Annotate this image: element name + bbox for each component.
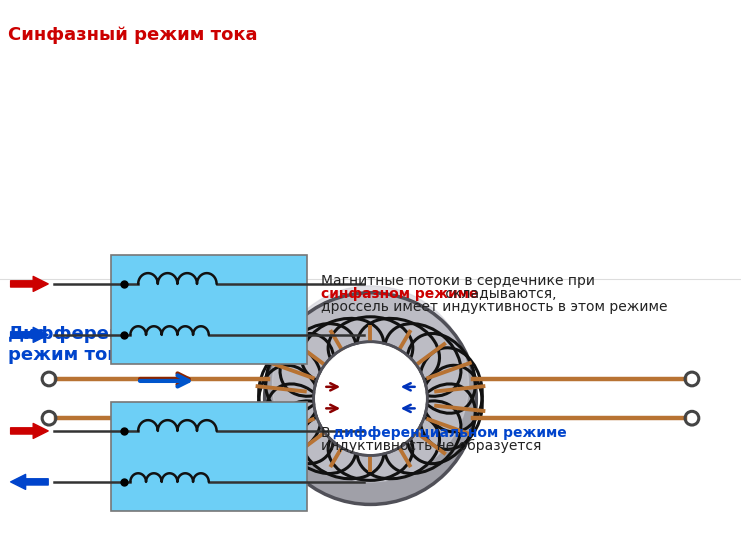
Bar: [110, 401, 307, 511]
Text: В: В: [321, 426, 336, 440]
Circle shape: [315, 344, 426, 453]
Bar: [110, 254, 307, 364]
Text: индуктивность не образуется: индуктивность не образуется: [321, 439, 542, 453]
Circle shape: [272, 286, 469, 482]
Circle shape: [265, 293, 476, 504]
Text: Синфазный режим тока: Синфазный режим тока: [8, 26, 257, 44]
Text: дифференциальном режиме: дифференциальном режиме: [333, 426, 567, 440]
Text: складываются,: складываются,: [441, 287, 556, 301]
Text: Дифференциальный
режим тока: Дифференциальный режим тока: [8, 325, 226, 364]
Text: дроссель имеет индуктивность в этом режиме: дроссель имеет индуктивность в этом режи…: [321, 300, 668, 314]
Text: синфазном режиме: синфазном режиме: [321, 287, 479, 301]
Text: Магнитные потоки в сердечнике при: Магнитные потоки в сердечнике при: [321, 274, 596, 288]
Circle shape: [314, 342, 427, 456]
